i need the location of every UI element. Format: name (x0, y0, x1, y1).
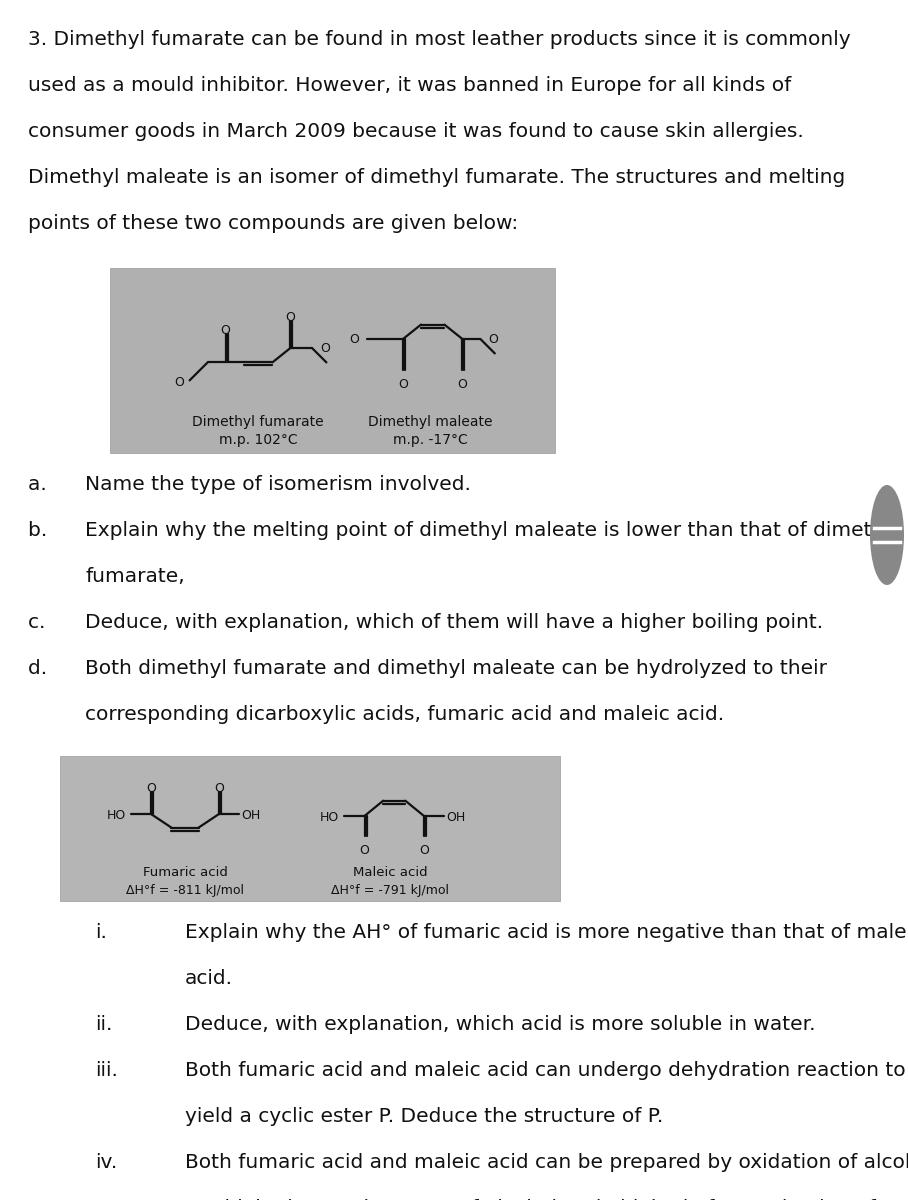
Text: fumarate,: fumarate, (85, 566, 184, 586)
Text: O: O (146, 782, 156, 794)
Text: corresponding dicarboxylic acids, fumaric acid and maleic acid.: corresponding dicarboxylic acids, fumari… (85, 704, 724, 724)
Text: iv.: iv. (95, 1153, 117, 1172)
Text: O: O (458, 378, 468, 391)
Text: Explain why the AH° of fumaric acid is more negative than that of maleic: Explain why the AH° of fumaric acid is m… (185, 923, 908, 942)
Text: Deduce, with explanation, which of them will have a higher boiling point.: Deduce, with explanation, which of them … (85, 613, 824, 632)
Text: ΔH°f = -811 kJ/mol: ΔH°f = -811 kJ/mol (126, 884, 244, 898)
Text: Maleic acid: Maleic acid (352, 866, 428, 878)
Text: O: O (214, 782, 224, 794)
Text: Dimethyl maleate is an isomer of dimethyl fumarate. The structures and melting: Dimethyl maleate is an isomer of dimethy… (28, 168, 845, 187)
Ellipse shape (870, 485, 904, 584)
Text: ii.: ii. (95, 1015, 113, 1034)
Text: 3. Dimethyl fumarate can be found in most leather products since it is commonly: 3. Dimethyl fumarate can be found in mos… (28, 30, 851, 49)
Text: HO: HO (106, 809, 125, 822)
Text: O: O (221, 324, 231, 336)
Text: O: O (320, 342, 330, 355)
Text: Both fumaric acid and maleic acid can undergo dehydration reaction to: Both fumaric acid and maleic acid can un… (185, 1061, 905, 1080)
Text: points of these two compounds are given below:: points of these two compounds are given … (28, 214, 518, 233)
FancyBboxPatch shape (110, 268, 555, 452)
Text: d.: d. (28, 659, 67, 678)
Text: O: O (398, 378, 408, 391)
Text: Dimethyl fumarate: Dimethyl fumarate (192, 415, 324, 428)
Text: Both dimethyl fumarate and dimethyl maleate can be hydrolyzed to their: Both dimethyl fumarate and dimethyl male… (85, 659, 827, 678)
Text: Name the type of isomerism involved.: Name the type of isomerism involved. (85, 475, 471, 494)
Text: a.: a. (28, 475, 67, 494)
Text: O: O (360, 845, 370, 857)
Text: O: O (285, 311, 295, 324)
Text: used as a mould inhibitor. However, it was banned in Europe for all kinds of: used as a mould inhibitor. However, it w… (28, 76, 791, 95)
Text: m.p. -17°C: m.p. -17°C (392, 433, 468, 446)
Text: i.: i. (95, 923, 107, 942)
Text: acid.: acid. (185, 970, 233, 988)
Text: O: O (489, 332, 498, 346)
Text: consumer goods in March 2009 because it was found to cause skin allergies.: consumer goods in March 2009 because it … (28, 122, 804, 140)
Text: b.: b. (28, 521, 67, 540)
Text: ΔH°f = -791 kJ/mol: ΔH°f = -791 kJ/mol (331, 884, 449, 898)
Text: HO: HO (320, 811, 339, 824)
Text: OH: OH (447, 811, 466, 824)
Text: Explain why the melting point of dimethyl maleate is lower than that of dimethyl: Explain why the melting point of dimethy… (85, 521, 902, 540)
Text: iii.: iii. (95, 1061, 118, 1080)
Text: O: O (174, 377, 184, 389)
Text: Dimethyl maleate: Dimethyl maleate (368, 415, 492, 428)
Text: O: O (349, 332, 359, 346)
Text: m.p. 102°C: m.p. 102°C (219, 433, 297, 446)
FancyBboxPatch shape (60, 756, 560, 901)
Text: Fumaric acid: Fumaric acid (143, 866, 227, 878)
Text: Both fumaric acid and maleic acid can be prepared by oxidation of alcohol: Both fumaric acid and maleic acid can be… (185, 1153, 908, 1172)
Text: OH: OH (242, 809, 261, 822)
Text: Deduce, with explanation, which acid is more soluble in water.: Deduce, with explanation, which acid is … (185, 1015, 815, 1034)
Text: O: O (419, 845, 429, 857)
Text: c.: c. (28, 613, 65, 632)
Text: yield a cyclic ester P. Deduce the structure of P.: yield a cyclic ester P. Deduce the struc… (185, 1106, 663, 1126)
